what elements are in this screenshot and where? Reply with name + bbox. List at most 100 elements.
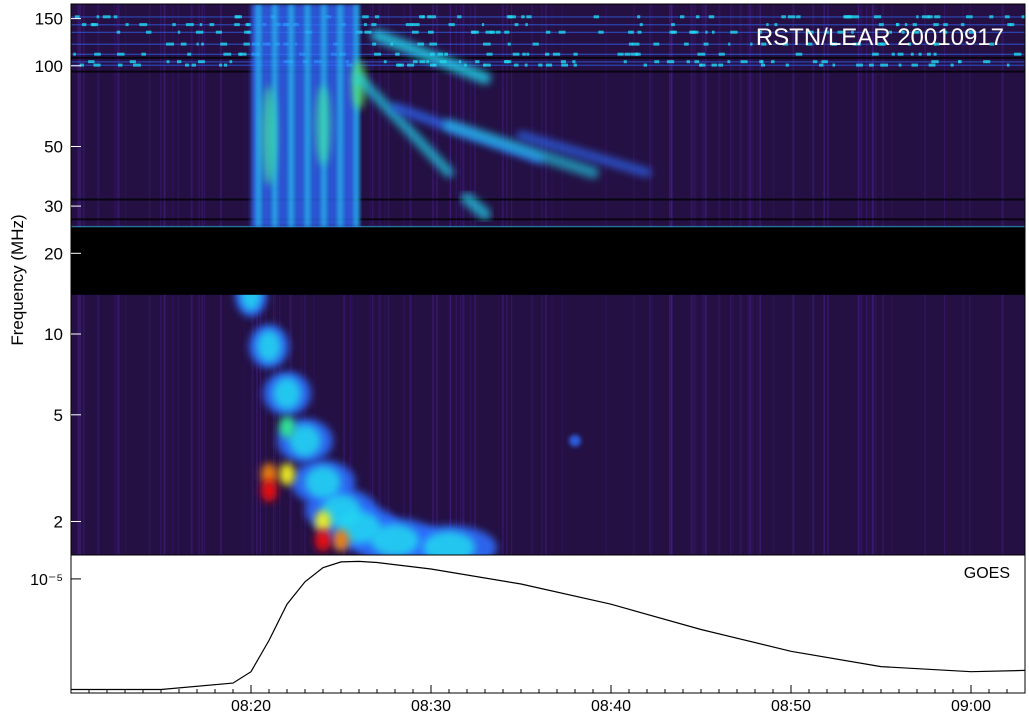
interference-dot (545, 52, 550, 56)
interference-dot (405, 23, 413, 27)
goes-label: GOES (964, 565, 1010, 582)
interference-dot (904, 23, 908, 27)
interference-dot (201, 42, 204, 46)
type-ii-lane (516, 130, 652, 177)
interference-line (71, 43, 1025, 45)
type-iii-streak (256, 4, 261, 228)
interference-dot (637, 15, 641, 19)
interference-dot (247, 30, 251, 34)
interference-dot (891, 52, 895, 56)
interference-dot (198, 60, 205, 64)
interference-dot (837, 30, 843, 34)
interference-dot (196, 42, 199, 46)
y-tick-label: 150 (35, 10, 63, 29)
interference-dot (471, 30, 479, 34)
waves-burst-mid (257, 330, 281, 363)
interference-dot (761, 63, 765, 67)
interference-dot (872, 52, 879, 56)
interference-dot (412, 60, 418, 64)
y-tick-label: 50 (44, 138, 63, 157)
interference-dot (429, 42, 437, 46)
interference-dot (246, 23, 250, 27)
type-ii-lane (354, 73, 454, 178)
interference-dot (419, 60, 426, 64)
interference-dot (187, 52, 192, 56)
interference-dot (680, 15, 685, 19)
interference-dot (690, 30, 699, 34)
interference-dot (243, 42, 250, 46)
interference-dot (960, 23, 965, 27)
interference-dot (624, 52, 631, 56)
interference-dot (572, 60, 576, 64)
y-axis-label: Frequency (MHz) (8, 214, 27, 345)
interference-dot (191, 63, 196, 67)
waves-small-burst (569, 434, 581, 447)
interference-dot (1006, 63, 1010, 67)
interference-dot (117, 52, 125, 56)
interference-dot (630, 52, 638, 56)
interference-dot (94, 52, 101, 56)
interference-line (71, 16, 1025, 18)
interference-dot (635, 52, 639, 56)
interference-dot (129, 60, 136, 64)
dark-band (71, 218, 1025, 221)
burst-core (315, 85, 331, 166)
interference-dot (81, 23, 87, 27)
interference-dot (133, 63, 141, 67)
interference-dot (180, 42, 187, 46)
interference-dot (989, 15, 994, 19)
interference-dot (457, 15, 462, 19)
interference-dot (483, 42, 491, 46)
interference-dot (911, 63, 918, 67)
interference-dot (933, 52, 937, 56)
interference-dot (907, 42, 911, 46)
interference-dot (195, 30, 204, 34)
interference-dot (832, 63, 836, 67)
interference-dot (666, 60, 675, 64)
interference-dot (79, 63, 84, 67)
interference-dot (417, 42, 424, 46)
waves-burst-mid (423, 531, 475, 555)
interference-dot (759, 60, 764, 64)
interference-dot (877, 42, 884, 46)
interference-dot (727, 60, 731, 64)
interference-dot (711, 63, 717, 67)
interference-dot (695, 15, 700, 19)
interference-dot (514, 23, 519, 27)
x-tick-label: 08:30 (411, 698, 451, 715)
interference-dot (561, 63, 568, 67)
interference-dot (912, 23, 917, 27)
interference-dot (782, 42, 789, 46)
interference-dot (172, 23, 176, 27)
interference-dot (419, 15, 425, 19)
interference-dot (219, 63, 223, 67)
interference-dot (93, 63, 101, 67)
dark-band (71, 198, 1025, 201)
interference-dot (374, 52, 381, 56)
interference-dot (486, 52, 493, 56)
interference-dot (371, 23, 377, 27)
interference-dot (146, 30, 152, 34)
interference-dot (950, 63, 954, 67)
waves-burst-core (261, 479, 277, 502)
interference-dot (781, 15, 786, 19)
interference-dot (912, 30, 920, 34)
interference-dot (927, 15, 933, 19)
type-iii-streak (354, 4, 359, 228)
interference-dot (223, 52, 232, 56)
interference-dot (628, 30, 634, 34)
interference-dot (834, 42, 837, 46)
waves-burst-core (279, 463, 295, 486)
dark-band (71, 70, 1025, 73)
interference-dot (785, 63, 789, 67)
waves-burst-core (315, 529, 331, 552)
interference-dot (239, 52, 247, 56)
x-tick-label: 08:50 (771, 698, 811, 715)
interference-dot (759, 30, 763, 34)
interference-dot (223, 63, 228, 67)
interference-dot (922, 15, 930, 19)
interference-dot (475, 60, 480, 64)
interference-dot (699, 63, 702, 67)
interference-dot (832, 42, 835, 46)
